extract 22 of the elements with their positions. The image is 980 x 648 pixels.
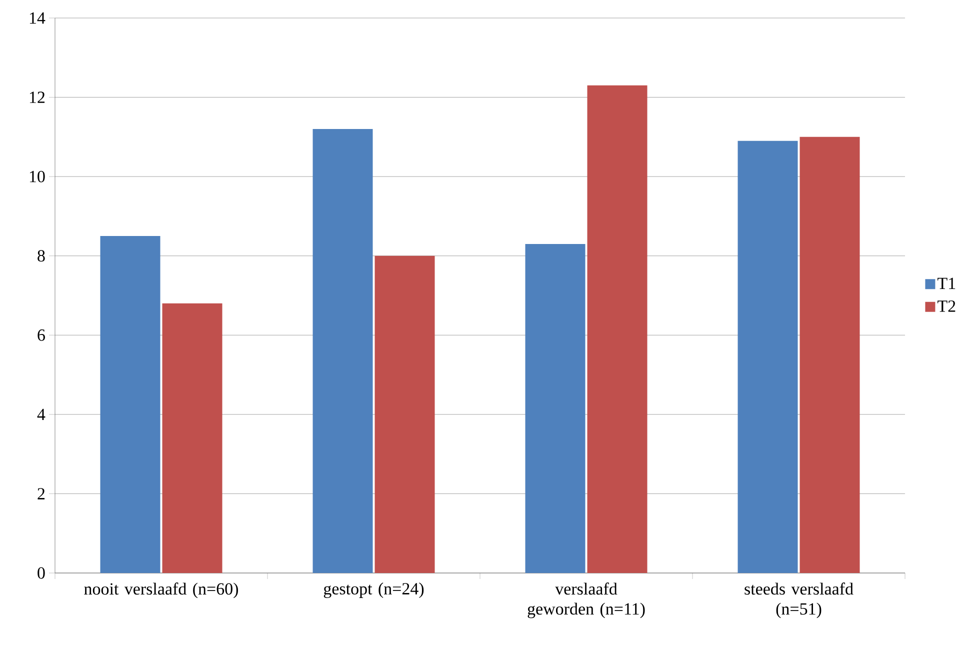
y-tick-label: 0 xyxy=(38,567,45,579)
y-tick-label: 10 xyxy=(30,170,45,182)
y-tick-label: 4 xyxy=(37,408,46,420)
bar xyxy=(587,85,648,573)
x-tick-label: steeds verslaafd (n=51) xyxy=(744,582,854,618)
legend-label: T2 xyxy=(938,300,956,312)
bar xyxy=(800,136,860,573)
legend-label: T1 xyxy=(938,278,956,289)
bar xyxy=(312,128,373,573)
x-tick-label: nooit verslaafd (n=60) xyxy=(84,582,238,598)
x-tick-label: verslaafd geworden (n=11) xyxy=(528,582,645,618)
y-tick-label: 2 xyxy=(38,488,45,500)
y-tick-label: 8 xyxy=(38,250,45,262)
bar xyxy=(525,244,586,573)
bar xyxy=(100,236,160,573)
y-tick-label: 12 xyxy=(30,92,45,103)
bar xyxy=(162,303,222,573)
y-tick-label: 6 xyxy=(38,329,45,341)
x-tick-label: gestopt (n=24) xyxy=(324,582,424,598)
bar xyxy=(738,140,798,573)
y-tick-label: 14 xyxy=(30,12,46,24)
bar xyxy=(374,256,435,573)
